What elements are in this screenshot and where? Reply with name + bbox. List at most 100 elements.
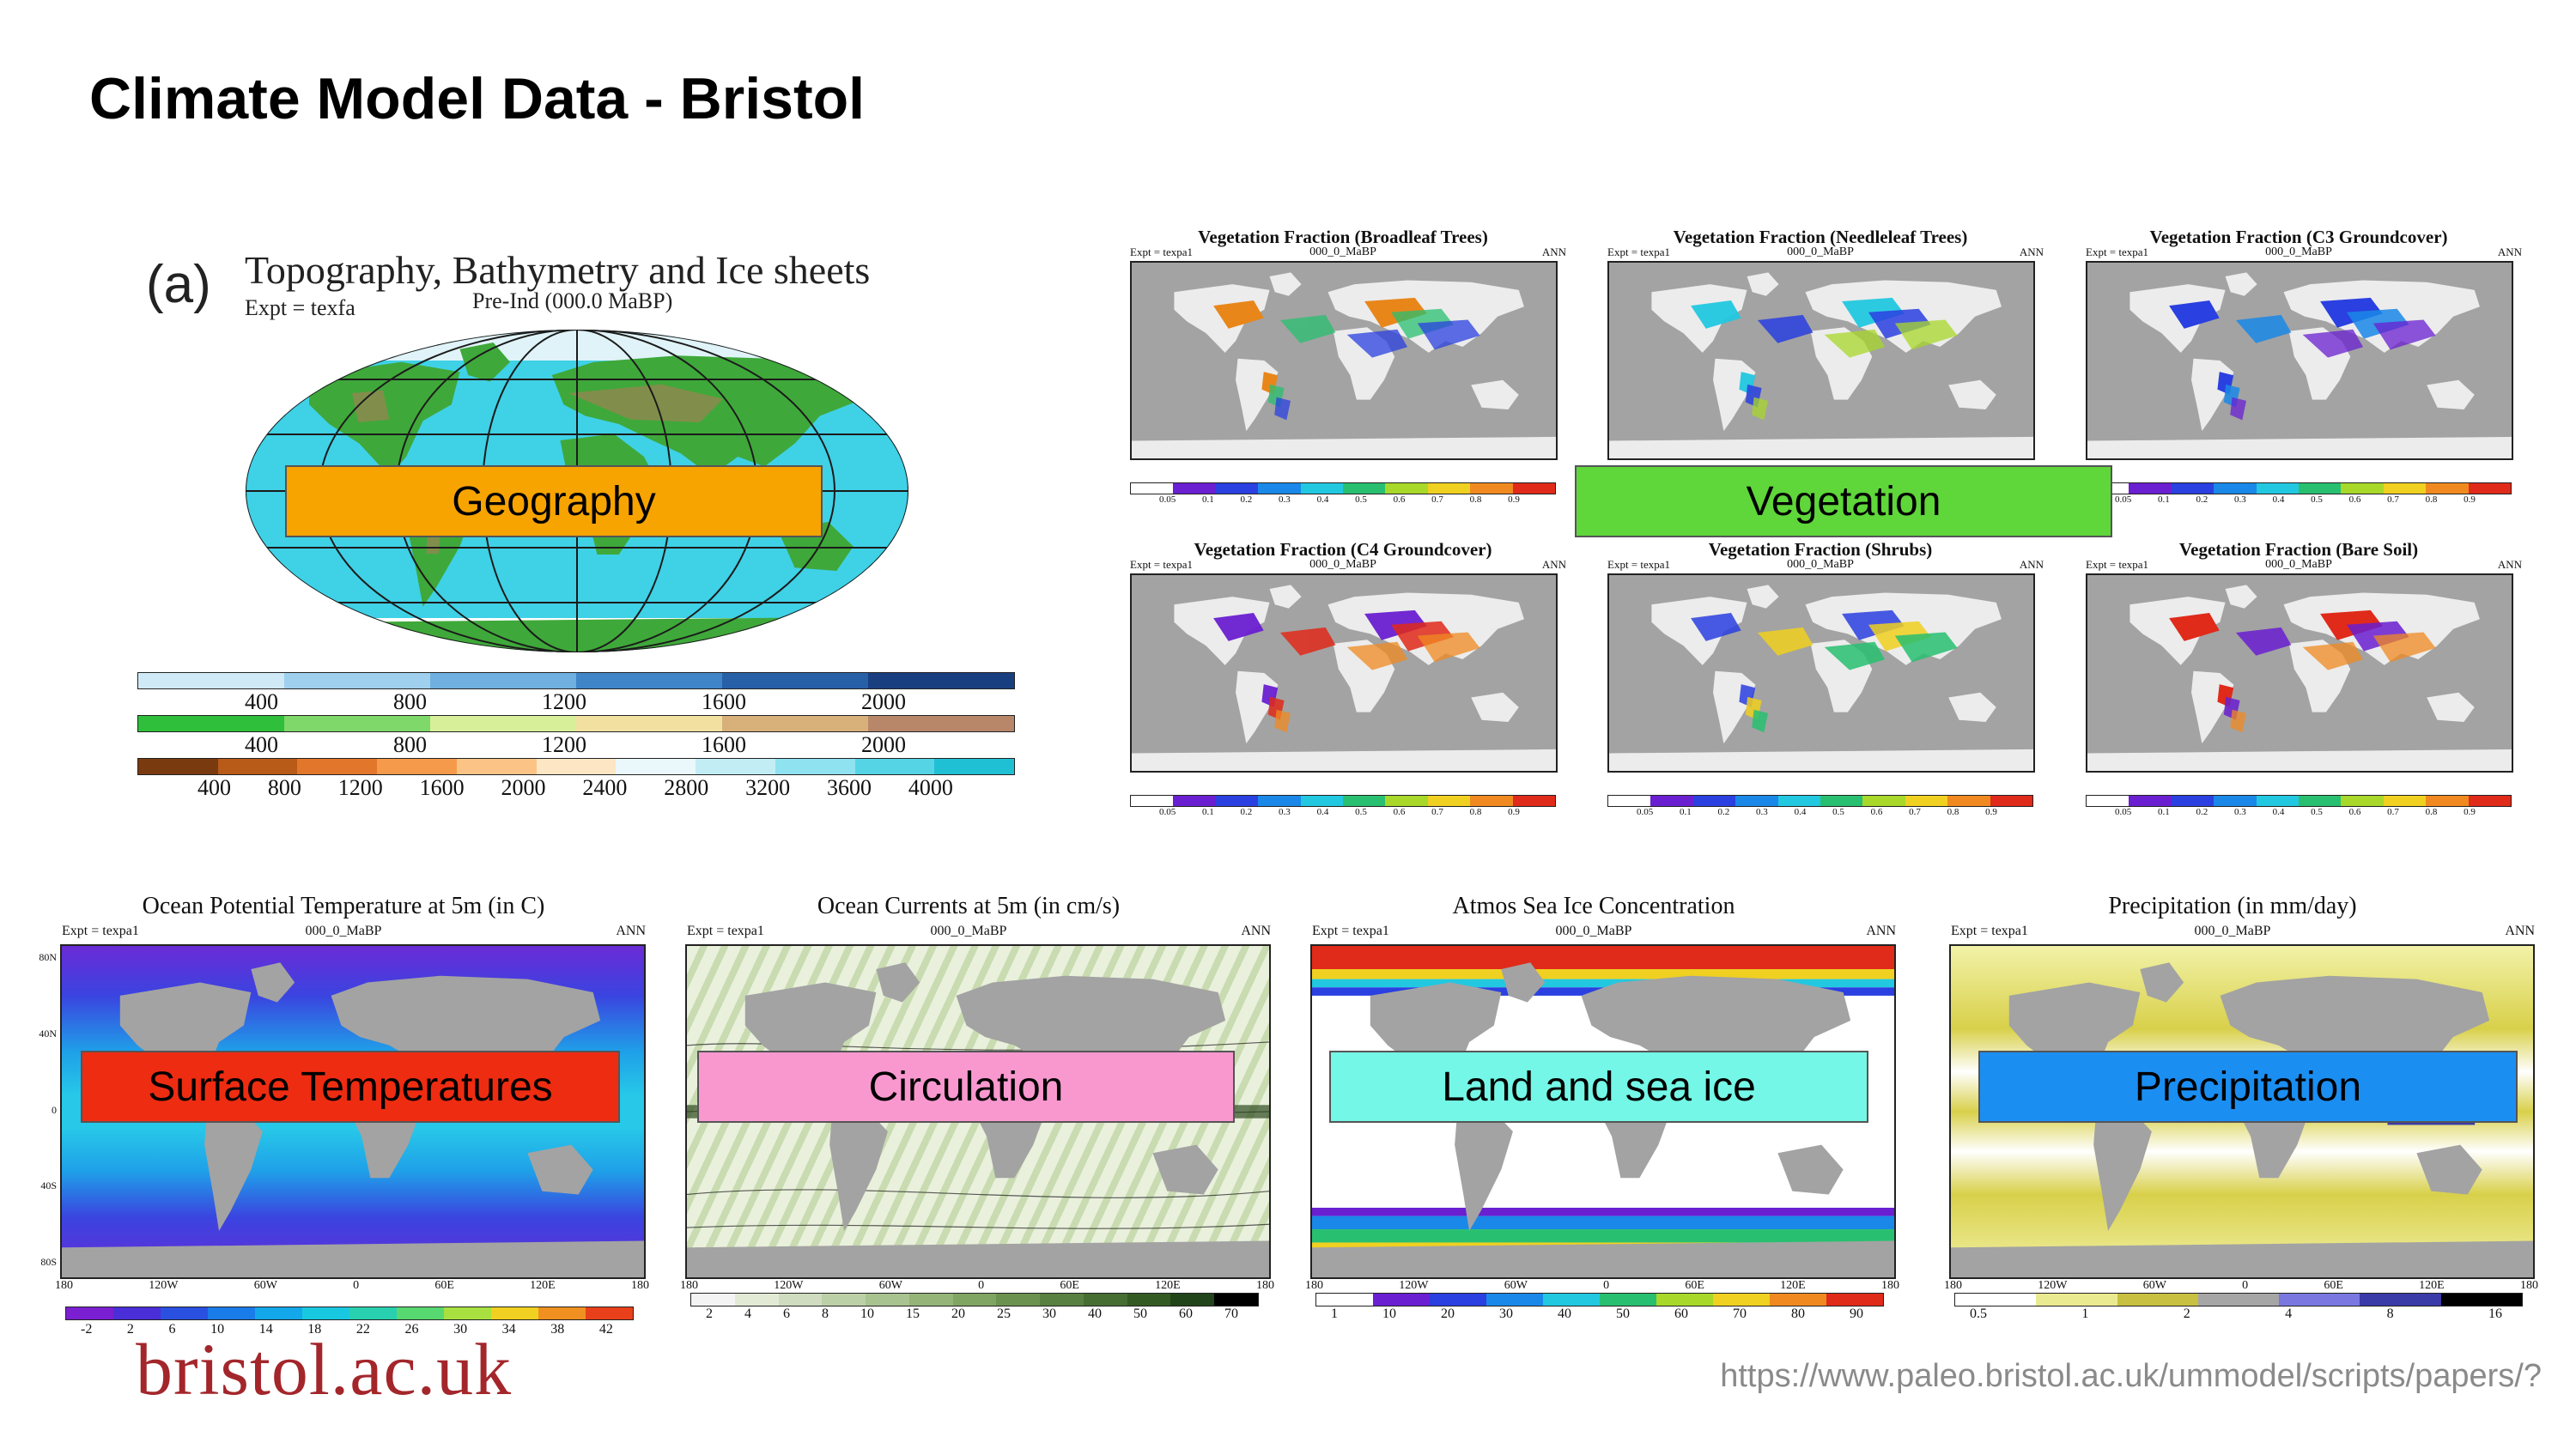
colorbar-tick: 2 [706, 1307, 713, 1321]
lon-tick: 60W [2142, 1279, 2166, 1292]
bottom-panel-title: Atmos Sea Ice Concentration [1452, 893, 1735, 919]
bottom-colorbar-ticks: 1 10 20 30 40 50 60 70 80 90 [1331, 1307, 1863, 1322]
tick: 0.2 [1240, 494, 1253, 505]
lon-tick: 60E [1685, 1279, 1704, 1292]
colorbar-tick: 8 [2386, 1307, 2394, 1321]
vegetation-map [1607, 573, 2035, 773]
tick: 0.3 [1756, 807, 1768, 817]
bristol-logo[interactable]: bristol.ac.uk [136, 1328, 513, 1410]
lon-tick: 120W [149, 1279, 179, 1292]
tick: 1600 [702, 732, 746, 757]
vegetation-colorbar-ticks: 0.05 0.1 0.2 0.3 0.4 0.5 0.6 0.7 0.8 0.9 [2115, 494, 2476, 505]
vegetation-panel-expt: Expt = texpa1 [1607, 246, 1671, 258]
vegetation-colorbar [1607, 795, 2033, 807]
bottom-colorbar-ticks: -2 2 6 10 14 18 22 26 30 34 38 42 [81, 1322, 613, 1337]
lon-tick: 120W [774, 1279, 804, 1292]
lon-tick: 120E [2419, 1279, 2445, 1292]
tick: 0.1 [1202, 807, 1214, 817]
lon-tick: 120E [1155, 1279, 1181, 1292]
tick: 0.05 [2115, 807, 2132, 817]
colorbar-tick: 15 [906, 1307, 920, 1321]
lon-tick: 0 [978, 1279, 985, 1292]
lon-tick: 0 [353, 1279, 360, 1292]
vegetation-label: Vegetation [1575, 465, 2112, 537]
tick: 0.1 [2158, 807, 2170, 817]
bottom-panel-sub: 000_0_MaBP [2194, 924, 2271, 938]
lon-tick: 0 [2242, 1279, 2249, 1292]
colorbar-tick: 70 [1224, 1307, 1238, 1321]
bottom-colorbar [65, 1307, 634, 1320]
vegetation-panel-expt: Expt = texpa1 [2086, 246, 2149, 258]
bottom-panel-title: Ocean Potential Temperature at 5m (in C) [142, 893, 545, 919]
vegetation-panel-sub: 000_0_MaBP [1309, 558, 1376, 571]
lon-tick: 180 [630, 1279, 649, 1292]
lon-tick: 180 [1944, 1279, 1962, 1292]
tick: 0.4 [1316, 494, 1329, 505]
vegetation-colorbar [2086, 482, 2512, 494]
tick: 2000 [861, 689, 906, 714]
tick: 1200 [542, 689, 586, 714]
topography-colorbar-bathymetry [137, 758, 1015, 775]
bottom-colorbar-ticks: 2 4 6 8 10 15 20 25 30 40 50 60 70 [706, 1307, 1238, 1322]
bottom-map-lat-ticks: 80N 40N 0 40S 80S [34, 951, 57, 1269]
vegetation-panel-title: Vegetation Fraction (C4 Groundcover) [1194, 539, 1492, 560]
colorbar-tick: 30 [453, 1322, 468, 1337]
tick: 0.1 [1202, 494, 1214, 505]
colorbar-tick: 0.5 [1970, 1307, 1987, 1321]
tick: 0.6 [2348, 494, 2361, 505]
vegetation-colorbar [2086, 795, 2512, 807]
lon-tick: 120E [530, 1279, 556, 1292]
vegetation-colorbar-ticks: 0.05 0.1 0.2 0.3 0.4 0.5 0.6 0.7 0.8 0.9 [1159, 807, 1520, 817]
colorbar-tick: 34 [501, 1322, 516, 1337]
tick: 0.8 [1469, 494, 1482, 505]
tick: 0.4 [1316, 807, 1329, 817]
vegetation-map [1130, 261, 1558, 460]
tick: 400 [245, 689, 278, 714]
precipitation-label: Precipitation [1978, 1051, 2518, 1123]
lon-tick: 180 [1880, 1279, 1899, 1292]
bottom-colorbar [1315, 1293, 1884, 1307]
source-url[interactable]: https://www.paleo.bristol.ac.uk/ummodel/… [1720, 1358, 2542, 1394]
tick: 1600 [702, 689, 746, 714]
topography-title: Topography, Bathymetry and Ice sheets [245, 248, 871, 292]
colorbar-tick: 6 [168, 1322, 176, 1337]
vegetation-colorbar [1130, 482, 1556, 494]
lon-tick: 180 [680, 1279, 698, 1292]
bottom-panel-expt: Expt = texpa1 [62, 924, 139, 938]
bottom-map-lon-ticks: 180 120W 60W 0 60E 120E 180 [1944, 1279, 2538, 1293]
vegetation-panel: Vegetation Fraction (C4 Groundcover) 000… [1108, 537, 1578, 829]
bottom-map-lon-ticks: 180 120W 60W 0 60E 120E 180 [55, 1279, 649, 1293]
colorbar-tick: 25 [997, 1307, 1011, 1321]
vegetation-panel: Vegetation Fraction (Bare Soil) 000_0_Ma… [2063, 537, 2534, 829]
lat-tick: 0 [52, 1103, 57, 1116]
vegetation-colorbar-ticks: 0.05 0.1 0.2 0.3 0.4 0.5 0.6 0.7 0.8 0.9 [2115, 807, 2476, 817]
vegetation-panel-title: Vegetation Fraction (Shrubs) [1708, 539, 1933, 560]
tick: 800 [267, 775, 301, 800]
tick: 0.4 [2272, 494, 2285, 505]
colorbar-tick: 20 [951, 1307, 965, 1321]
lon-tick: 60W [878, 1279, 902, 1292]
bottom-panel-sub: 000_0_MaBP [930, 924, 1007, 938]
vegetation-panel-ann: ANN [2497, 558, 2522, 571]
tick: 3600 [827, 775, 872, 800]
tick: 0.2 [2196, 494, 2208, 505]
lon-tick: 60W [253, 1279, 277, 1292]
colorbar-tick: 8 [822, 1307, 829, 1321]
colorbar-tick: 38 [550, 1322, 565, 1337]
lat-tick: 40S [40, 1179, 57, 1192]
tick: 0.6 [1393, 494, 1406, 505]
tick: 3200 [745, 775, 791, 800]
tick: 0.9 [1508, 807, 1520, 817]
topography-ticks-land: 400 800 1200 1600 2000 [245, 732, 906, 758]
colorbar-tick: 16 [2488, 1307, 2502, 1321]
vegetation-panel-ann: ANN [2019, 558, 2044, 571]
tick: 0.7 [1909, 807, 1921, 817]
vegetation-panel-ann: ANN [1541, 558, 1566, 571]
lat-tick: 80N [39, 951, 57, 963]
bottom-panel-title: Ocean Currents at 5m (in cm/s) [817, 893, 1121, 919]
vegetation-map [2086, 573, 2513, 773]
tick: 0.9 [2464, 494, 2476, 505]
vegetation-panel-sub: 000_0_MaBP [1309, 246, 1376, 258]
vegetation-panel: Vegetation Fraction (Broadleaf Trees) 00… [1108, 225, 1578, 517]
vegetation-panel-title: Vegetation Fraction (Bare Soil) [2178, 539, 2419, 560]
